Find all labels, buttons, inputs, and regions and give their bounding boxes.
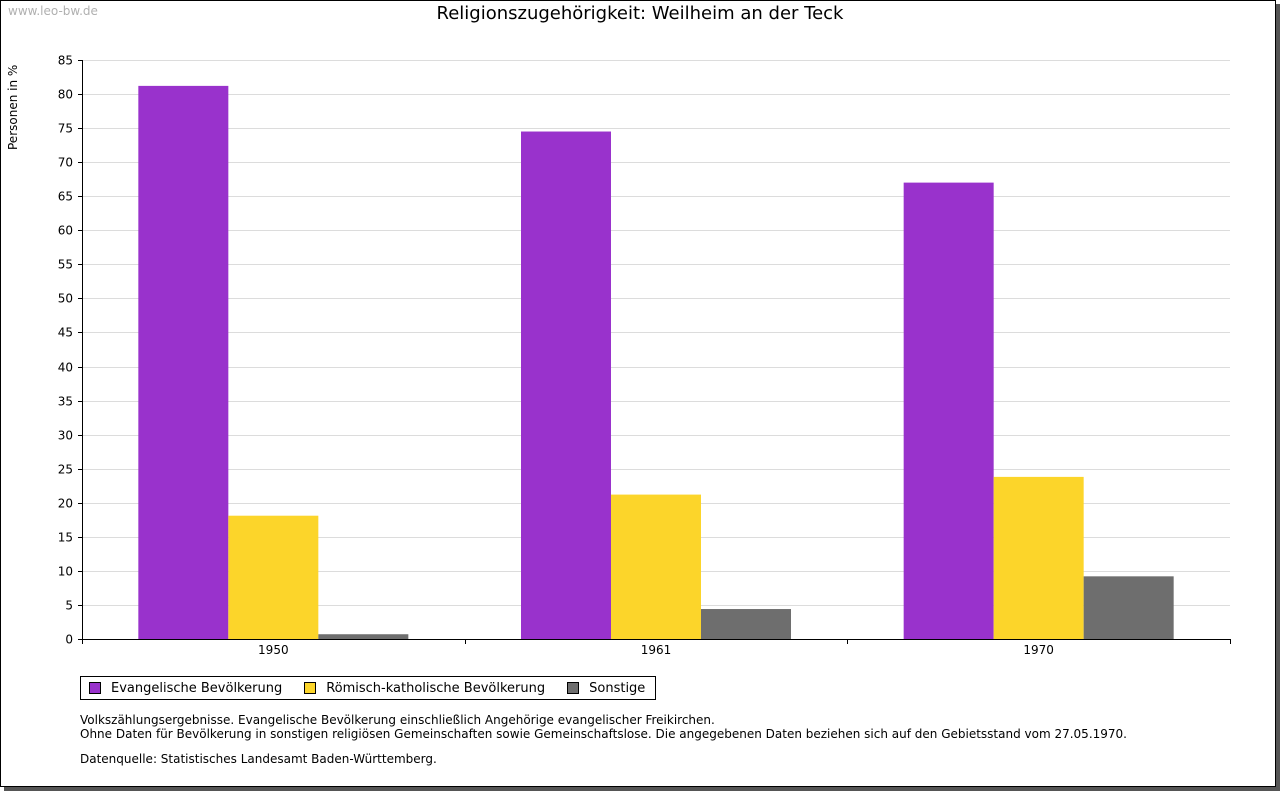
y-tick-label: 20 (58, 497, 73, 511)
y-tick-label: 5 (65, 599, 73, 613)
y-tick-label: 30 (58, 429, 73, 443)
y-tick-label: 35 (58, 395, 73, 409)
bar (903, 182, 994, 640)
bar (521, 131, 611, 639)
bar (228, 515, 319, 639)
y-tick-label: 10 (58, 565, 73, 579)
note-line: Volkszählungsergebnisse. Evangelische Be… (80, 713, 715, 727)
y-tick-label: 70 (58, 156, 73, 170)
y-tick-label: 80 (58, 88, 73, 102)
legend-item-evangelisch: Evangelische Bevölkerung (89, 681, 282, 696)
x-tick-label: 1970 (1023, 643, 1054, 657)
y-tick-labels: 0 5 10 15 20 25 30 35 40 45 50 55 60 65 70 75 80 85 (58, 54, 73, 647)
x-tick-labels: 1950 1961 1970 (258, 643, 1054, 657)
x-tick-label: 1950 (258, 643, 289, 657)
y-tick-label: 65 (58, 190, 73, 204)
y-tick-label: 75 (58, 122, 73, 136)
bar (611, 494, 701, 639)
legend-label: Römisch-katholische Bevölkerung (326, 680, 546, 696)
y-tick-label: 55 (58, 258, 73, 272)
note-line: Ohne Daten für Bevölkerung in sonstigen … (80, 727, 1127, 741)
legend: Evangelische Bevölkerung Römisch-katholi… (80, 676, 657, 700)
legend-item-katholisch: Römisch-katholische Bevölkerung (304, 681, 545, 696)
legend-label: Sonstige (589, 680, 646, 696)
y-tick-label: 40 (58, 361, 73, 375)
y-tick-label: 85 (58, 54, 73, 68)
bar (993, 476, 1084, 639)
axes (78, 60, 1231, 644)
y-tick-label: 45 (58, 326, 73, 340)
legend-label: Evangelische Bevölkerung (111, 680, 283, 696)
chart-title: Religionszugehörigkeit: Weilheim an der … (436, 3, 844, 24)
legend-swatch (89, 682, 101, 694)
watermark: www.leo-bw.de (8, 4, 98, 18)
data-source: Datenquelle: Statistisches Landesamt Bad… (80, 752, 437, 766)
bars (138, 85, 1174, 640)
y-tick-label: 60 (58, 224, 73, 238)
y-tick-label: 25 (58, 463, 73, 477)
chart-notes: Volkszählungsergebnisse. Evangelische Be… (80, 713, 1127, 741)
bar (138, 85, 229, 639)
bar (701, 609, 791, 639)
bar (318, 634, 409, 639)
legend-swatch (567, 682, 580, 694)
legend-item-sonstige: Sonstige (567, 681, 645, 696)
y-tick-label: 0 (65, 633, 73, 647)
x-tick-label: 1961 (641, 643, 672, 657)
y-tick-label: 15 (58, 531, 73, 545)
y-tick-label: 50 (58, 292, 73, 306)
legend-swatch (304, 682, 317, 694)
bar (1083, 576, 1174, 639)
